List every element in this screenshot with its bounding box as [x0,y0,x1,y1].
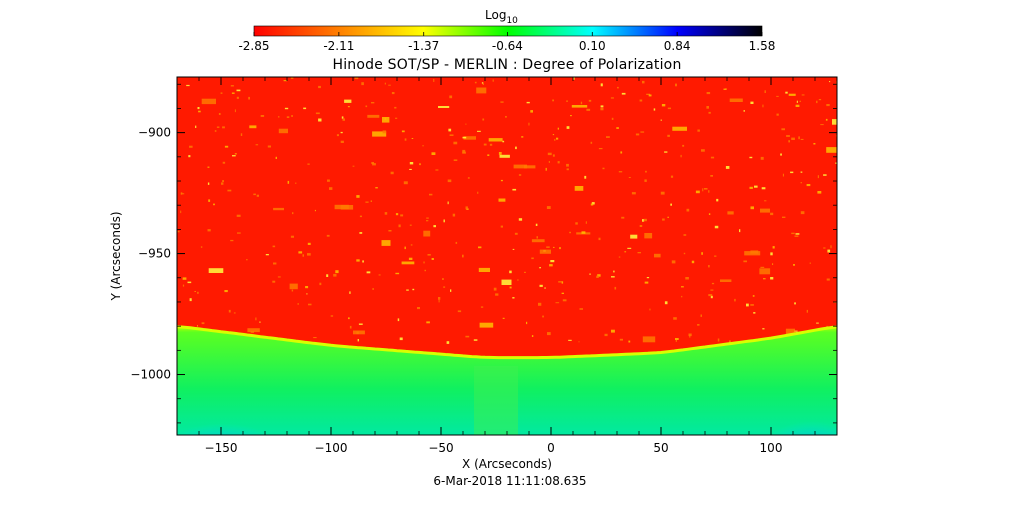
colorbar-ticks: -2.85 -2.11 -1.37 -0.64 0.10 0.84 1.58 [238,32,775,53]
x-tick-label: 100 [760,441,783,455]
y-tick-label: −950 [138,247,171,261]
limb-edge [177,325,837,360]
y-axis-label: Y (Arcseconds) [109,211,123,301]
y-axis: −900 −950 −1000 [130,83,837,424]
colorbar-tick-label: -1.37 [408,39,439,53]
y-tick-label: −1000 [130,368,171,382]
y-tick-label: −900 [138,126,171,140]
colorbar-tick-label: 1.58 [749,39,776,53]
x-axis-label: X (Arcseconds) [462,457,552,471]
colorbar-tick-label: -0.64 [492,39,523,53]
blue-patch-right [762,392,837,435]
magnetic-features [177,77,837,344]
chart-title: Hinode SOT/SP - MERLIN : Degree of Polar… [332,57,681,73]
slit-band [474,366,518,435]
colorbar-tick-label: -2.85 [238,39,269,53]
colorbar-tick-label: -2.11 [323,39,354,53]
x-tick-label: 0 [547,441,555,455]
heatmap-image [177,77,837,435]
timestamp: 6-Mar-2018 11:11:08.635 [433,474,586,488]
x-tick-label: −100 [315,441,348,455]
colorbar-label: Log10 [485,8,518,26]
colorbar [253,25,763,37]
x-tick-label: −50 [428,441,453,455]
x-tick-label: 50 [653,441,668,455]
x-tick-label: −150 [205,441,238,455]
colorbar-tick-label: 0.84 [664,39,691,53]
x-axis: −150 −100 −50 0 50 100 [198,77,838,455]
colorbar-tick-label: 0.10 [579,39,606,53]
blue-patch-left [177,398,282,435]
